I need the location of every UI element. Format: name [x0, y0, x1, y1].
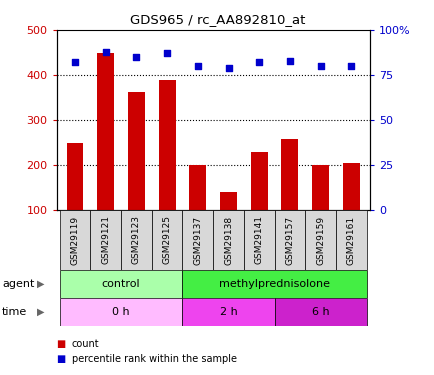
Point	[286, 58, 293, 64]
Text: GSM29123: GSM29123	[132, 216, 141, 264]
FancyBboxPatch shape	[151, 210, 182, 270]
Bar	[189, 165, 206, 210]
Bar	[312, 165, 328, 210]
Text: 6 h: 6 h	[311, 307, 329, 317]
Bar	[97, 53, 114, 210]
Text: 2 h: 2 h	[219, 307, 237, 317]
FancyBboxPatch shape	[59, 210, 90, 270]
Text: agent: agent	[2, 279, 34, 289]
FancyBboxPatch shape	[182, 298, 274, 326]
Point	[71, 59, 78, 65]
Text: GSM29119: GSM29119	[70, 215, 79, 265]
Text: GSM29138: GSM29138	[224, 215, 233, 265]
Point	[316, 63, 323, 69]
Bar	[158, 80, 175, 210]
Text: GDS965 / rc_AA892810_at: GDS965 / rc_AA892810_at	[129, 13, 305, 26]
FancyBboxPatch shape	[59, 270, 182, 298]
FancyBboxPatch shape	[274, 298, 366, 326]
Text: time: time	[2, 307, 27, 317]
Bar	[342, 163, 359, 210]
Text: count: count	[72, 339, 99, 349]
Point	[102, 49, 109, 55]
FancyBboxPatch shape	[335, 210, 366, 270]
Text: GSM29161: GSM29161	[346, 215, 355, 265]
Bar	[281, 139, 298, 210]
Text: ■: ■	[56, 339, 66, 349]
Point	[255, 59, 262, 65]
Bar	[66, 143, 83, 210]
Text: GSM29141: GSM29141	[254, 216, 263, 264]
Bar	[220, 192, 237, 210]
FancyBboxPatch shape	[182, 270, 366, 298]
FancyBboxPatch shape	[182, 210, 213, 270]
Text: ▶: ▶	[37, 279, 44, 289]
Text: percentile rank within the sample: percentile rank within the sample	[72, 354, 236, 364]
Text: GSM29157: GSM29157	[285, 215, 294, 265]
FancyBboxPatch shape	[274, 210, 305, 270]
Text: 0 h: 0 h	[112, 307, 129, 317]
Text: ■: ■	[56, 354, 66, 364]
Bar	[250, 152, 267, 210]
Text: control: control	[102, 279, 140, 289]
FancyBboxPatch shape	[305, 210, 335, 270]
Point	[163, 50, 170, 56]
FancyBboxPatch shape	[121, 210, 151, 270]
FancyBboxPatch shape	[59, 298, 182, 326]
Text: GSM29125: GSM29125	[162, 216, 171, 264]
Point	[133, 54, 140, 60]
Text: GSM29159: GSM29159	[316, 215, 324, 265]
Text: methylprednisolone: methylprednisolone	[219, 279, 329, 289]
Text: GSM29121: GSM29121	[101, 216, 110, 264]
FancyBboxPatch shape	[243, 210, 274, 270]
Text: GSM29137: GSM29137	[193, 215, 202, 265]
Point	[347, 63, 354, 69]
FancyBboxPatch shape	[213, 210, 243, 270]
Text: ▶: ▶	[37, 307, 44, 317]
Bar	[128, 92, 145, 210]
Point	[224, 65, 231, 71]
Point	[194, 63, 201, 69]
FancyBboxPatch shape	[90, 210, 121, 270]
